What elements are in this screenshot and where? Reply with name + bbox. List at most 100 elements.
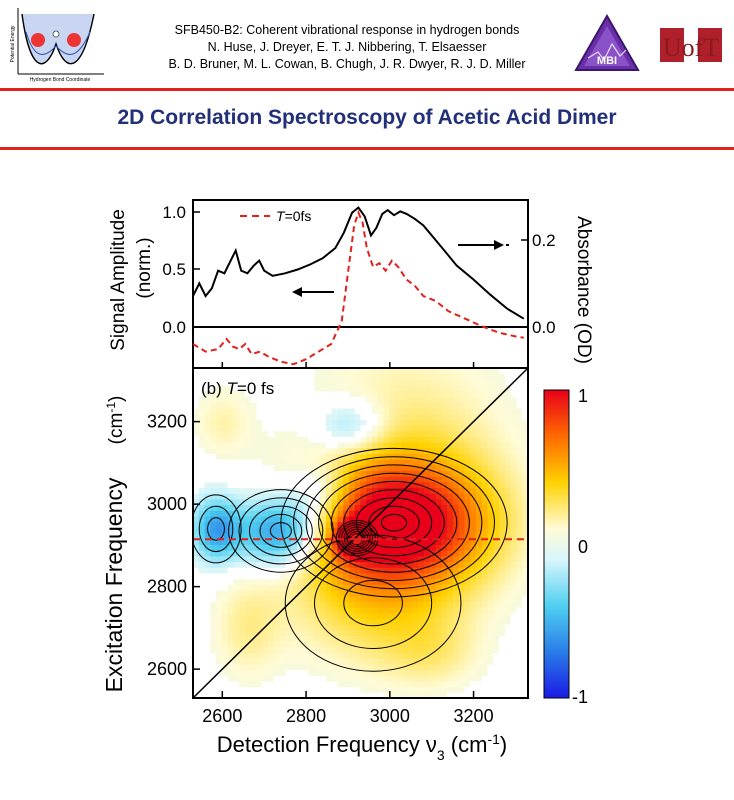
heatmap-cell <box>360 680 367 688</box>
heatmap-cell <box>233 680 240 688</box>
heatmap-cell <box>320 589 327 597</box>
heatmap-cell <box>244 470 252 477</box>
heatmap-cell <box>499 675 506 682</box>
heatmap-cell <box>348 396 356 403</box>
heatmap-cell <box>227 635 235 642</box>
heatmap-cell <box>458 521 466 528</box>
heatmap-cell <box>476 686 483 693</box>
heatmap-cell <box>262 606 269 614</box>
heatmap-cell <box>279 584 287 591</box>
heatmap-cell <box>458 487 466 494</box>
heatmap-cell <box>308 567 315 574</box>
heatmap-cell <box>447 533 454 540</box>
heatmap-cell <box>395 521 402 528</box>
heatmap-cell <box>308 635 315 642</box>
heatmap-cell <box>441 441 448 449</box>
heatmap-cell <box>273 430 281 437</box>
heatmap-cell <box>377 430 385 437</box>
heatmap-cell <box>302 606 310 614</box>
heatmap-cell <box>429 595 437 602</box>
heatmap-cell <box>198 618 206 625</box>
heatmap-cell <box>447 487 454 494</box>
heatmap-cell <box>320 436 327 443</box>
heatmap-cell <box>273 663 281 671</box>
heatmap-cell <box>239 635 246 642</box>
heatmap-cell <box>400 498 408 506</box>
heatmap-cell <box>516 669 523 676</box>
heatmap-cell <box>227 629 235 637</box>
heatmap-cell <box>516 504 523 511</box>
heatmap-cell <box>360 510 367 517</box>
right-axis-arrow <box>458 240 512 250</box>
heatmap-cell <box>372 453 379 460</box>
heatmap-cell <box>302 424 310 432</box>
heatmap-cell <box>204 396 211 403</box>
heatmap-cell <box>400 567 408 574</box>
heatmap-cell <box>354 510 362 517</box>
heatmap-cell <box>268 692 275 698</box>
heatmap-cell <box>452 373 460 380</box>
heatmap-cell <box>435 515 442 523</box>
heatmap-cell <box>256 595 263 602</box>
heatmap-cell <box>377 646 385 654</box>
heatmap-cell <box>302 464 310 472</box>
heatmap-cell <box>481 658 489 665</box>
heatmap-cell <box>244 624 252 631</box>
heatmap-cell <box>273 595 281 602</box>
heatmap-cell <box>452 396 460 403</box>
heatmap-cell <box>244 498 252 506</box>
heatmap-cell <box>239 487 246 494</box>
heatmap-cell <box>464 624 471 631</box>
heatmap-cell <box>499 487 506 494</box>
heatmap-cell <box>377 407 385 415</box>
heatmap-cell <box>360 385 367 392</box>
heatmap-cell <box>452 498 460 506</box>
heatmap-cell <box>250 606 258 614</box>
heatmap-cell <box>273 675 281 682</box>
heatmap-cell <box>412 419 419 426</box>
heatmap-cell <box>516 385 523 392</box>
heatmap-cell <box>418 441 425 449</box>
heatmap-cell <box>418 641 425 648</box>
legend-label: T=0fs <box>276 208 311 224</box>
heatmap-cell <box>372 527 379 534</box>
heatmap-cell <box>435 624 442 631</box>
heatmap-cell <box>244 595 252 602</box>
heatmap-cell <box>262 396 269 403</box>
contour-line <box>343 526 371 550</box>
heatmap-cell <box>239 419 246 426</box>
heatmap-cell <box>233 476 240 483</box>
heatmap-cell <box>481 515 489 523</box>
heatmap-cell <box>348 487 356 494</box>
heatmap-cell <box>372 675 379 682</box>
y-tick-label: 3000 <box>147 494 187 514</box>
heatmap-cell <box>308 441 315 449</box>
heatmap-cell <box>268 481 275 489</box>
heatmap-cell <box>233 436 240 443</box>
heatmap-cell <box>348 669 356 676</box>
heatmap-cell <box>273 504 281 511</box>
heatmap-cell <box>216 572 223 580</box>
heatmap-cell <box>320 441 327 449</box>
heatmap-cell <box>233 493 240 500</box>
heatmap-cell <box>522 652 528 659</box>
heatmap-cell <box>424 447 431 454</box>
heatmap-cell <box>452 550 460 557</box>
heatmap-cell <box>383 538 390 545</box>
heatmap-cell <box>198 470 206 477</box>
heatmap-cell <box>198 390 206 398</box>
contour-line <box>343 489 445 557</box>
heatmap-cell <box>227 510 235 517</box>
heatmap-cell <box>372 680 379 688</box>
heatmap-cell <box>366 419 373 426</box>
heatmap-cell <box>493 430 500 437</box>
heatmap-cell <box>424 527 431 534</box>
heatmap-cell <box>337 578 344 585</box>
heatmap-cell <box>412 390 419 398</box>
heatmap-cell <box>227 572 235 580</box>
heatmap-cell <box>250 521 258 528</box>
heatmap-cell <box>308 368 315 375</box>
heatmap-cell <box>273 589 281 597</box>
heatmap-cell <box>256 606 263 614</box>
heatmap-cell <box>487 550 494 557</box>
